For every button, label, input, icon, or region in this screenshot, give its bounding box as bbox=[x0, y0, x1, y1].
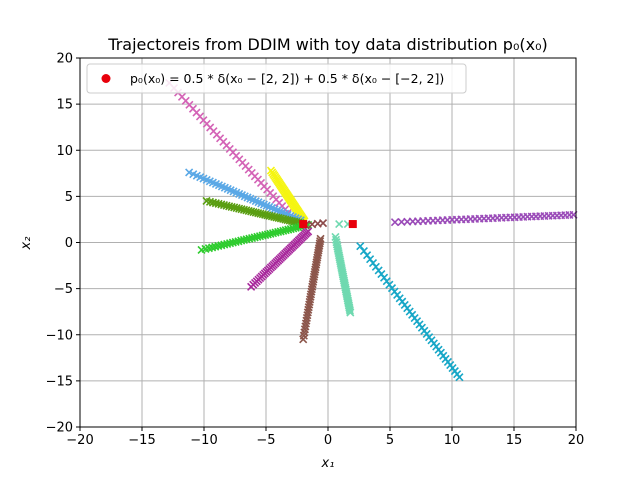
trajectory-marker bbox=[455, 373, 464, 382]
x-tick-label: 15 bbox=[506, 433, 523, 448]
x-tick-label: −10 bbox=[190, 433, 217, 448]
chart-title: Trajectoreis from DDIM with toy data dis… bbox=[107, 35, 547, 54]
y-tick-label: 0 bbox=[65, 236, 73, 251]
y-tick-label: 10 bbox=[56, 144, 73, 159]
trajectory-aquamarine bbox=[331, 232, 355, 317]
x-tick-label: 10 bbox=[444, 433, 461, 448]
trajectory-marker bbox=[318, 219, 328, 228]
data-mode-point bbox=[348, 220, 357, 229]
trajectory-marker bbox=[390, 218, 400, 227]
legend-box bbox=[86, 63, 467, 94]
trajectory-purple bbox=[390, 210, 578, 227]
trajectory-marker bbox=[316, 237, 325, 246]
x-tick-label: −5 bbox=[256, 433, 275, 448]
y-axis-label: x₂ bbox=[19, 237, 34, 251]
y-tick-label: −5 bbox=[54, 282, 73, 297]
data-mode-point bbox=[299, 220, 308, 229]
trajectory-light-blue bbox=[185, 168, 305, 225]
trajectory-marker bbox=[304, 227, 313, 236]
legend-marker bbox=[101, 74, 111, 83]
y-tick-label: 5 bbox=[65, 190, 73, 205]
y-tick-label: −15 bbox=[46, 374, 73, 389]
trajectory-brown bbox=[299, 234, 325, 344]
axis-ticks: −20 −15 −10 −5 0 5 10 15 20 −20 −15 −10 −5 0 5 10 15 20 bbox=[46, 52, 585, 449]
legend-label: p₀(x₀) = 0.5 * δ(x₀ − [2, 2]) + 0.5 * δ(… bbox=[130, 71, 444, 86]
x-axis-label: x₁ bbox=[321, 456, 335, 471]
trajectory-marker bbox=[335, 219, 344, 229]
trajectory-magenta bbox=[247, 227, 313, 291]
x-tick-label: 20 bbox=[568, 433, 585, 448]
y-tick-label: 20 bbox=[56, 52, 73, 67]
trajectory-marker bbox=[346, 308, 355, 317]
x-tick-label: −20 bbox=[66, 433, 93, 448]
x-tick-label: −15 bbox=[128, 433, 155, 448]
y-tick-label: −20 bbox=[46, 421, 73, 436]
trajectory-marker bbox=[185, 168, 194, 177]
y-tick-label: −10 bbox=[46, 328, 73, 343]
trajectory-cyan bbox=[356, 242, 464, 382]
y-tick-label: 15 bbox=[56, 98, 73, 113]
x-tick-label: 0 bbox=[324, 433, 332, 448]
x-tick-label: 5 bbox=[386, 433, 394, 448]
trajectory-marker bbox=[316, 234, 325, 243]
trajectory-marker bbox=[345, 306, 355, 315]
trajectory-olive-green bbox=[202, 196, 305, 228]
trajectory-marker bbox=[356, 242, 365, 251]
legend: p₀(x₀) = 0.5 * δ(x₀ − [2, 2]) + 0.5 * δ(… bbox=[86, 63, 467, 94]
